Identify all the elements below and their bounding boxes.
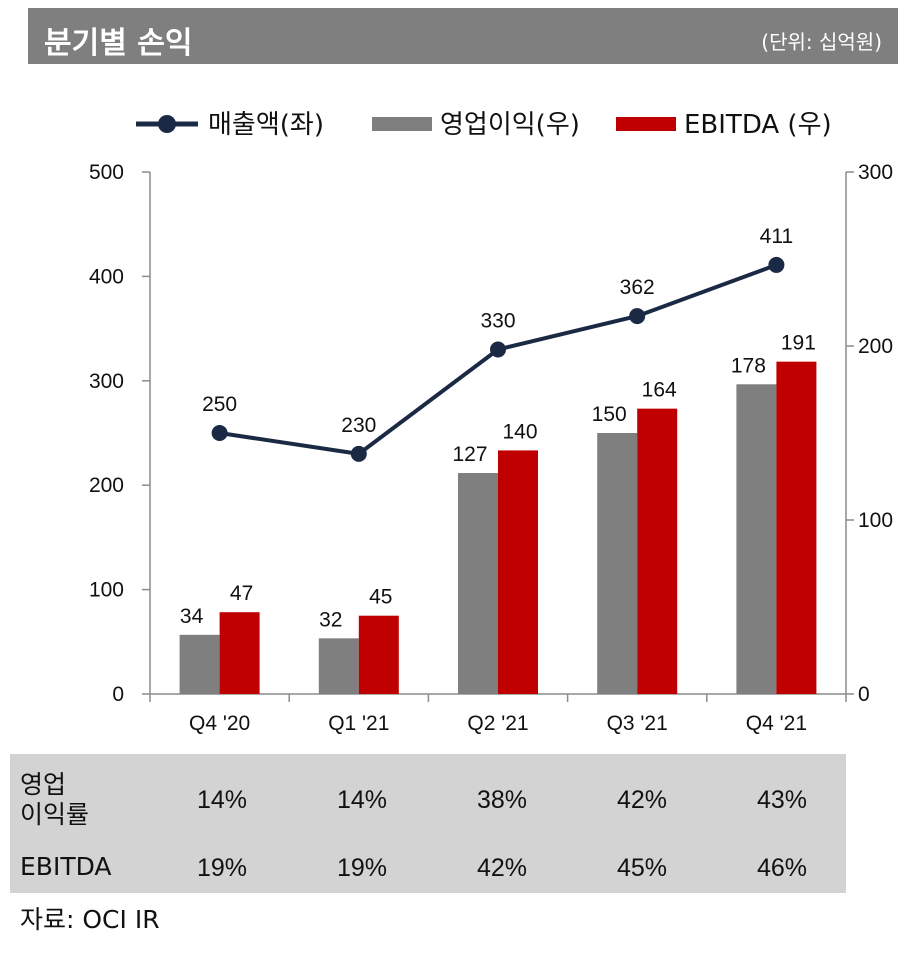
operating-margin-value: 14% (336, 786, 388, 814)
ebitda-bar (498, 450, 538, 694)
legend-swatch-marker (158, 115, 176, 133)
ebitda-margin-label: EBITDA (20, 852, 112, 881)
operating-margin-value: 38% (476, 786, 528, 814)
operating-margin-value: 43% (756, 786, 808, 814)
ebitda-data-label: 191 (781, 332, 816, 355)
ebitda-bar (776, 361, 817, 694)
ebitda-data-label: 45 (369, 586, 392, 609)
right-axis-tick-label: 0 (858, 683, 870, 706)
revenue-data-label: 230 (341, 414, 376, 437)
operating-margin-value: 14% (196, 786, 248, 814)
op-income-bar (458, 473, 498, 694)
ebitda-margin-value: 45% (616, 854, 668, 882)
ebitda-margin-value: 19% (336, 854, 388, 882)
op-income-bar (179, 634, 220, 694)
right-axis-tick-label: 300 (858, 161, 893, 184)
revenue-point (350, 445, 367, 462)
legend-label: EBITDA (우) (684, 110, 832, 140)
legend-label: 영업이익(우) (440, 110, 580, 140)
ebitda-data-label: 140 (502, 420, 537, 443)
operating-margin-row: 영업 이익률 14% 14% 38% 42% 43% (10, 764, 846, 834)
source-note: 자료: OCI IR (20, 905, 160, 934)
operating-margin-value: 42% (616, 786, 668, 814)
ebitda-bar (219, 612, 260, 694)
revenue-point (211, 425, 228, 441)
op-income-data-label: 32 (319, 608, 342, 631)
operating-margin-label-line2: 이익률 (20, 800, 90, 829)
x-axis-tick-label: Q4 '21 (746, 712, 807, 735)
ebitda-bar (358, 615, 399, 694)
revenue-point (629, 308, 646, 325)
revenue-data-label: 362 (620, 276, 655, 299)
unit-label: (단위: 십억원) (761, 30, 882, 54)
ebitda-margin-value: 19% (196, 854, 248, 882)
revenue-data-label: 330 (480, 309, 515, 332)
left-axis-tick-label: 100 (89, 579, 124, 602)
op-income-bar (318, 638, 359, 694)
revenue-line (219, 263, 778, 456)
ratio-table: 영업 이익률 14% 14% 38% 42% 43% EBITDA 19% 19… (10, 754, 846, 893)
x-axis-tick-label: Q1 '21 (328, 712, 389, 735)
x-axis-tick-label: Q4 '20 (189, 712, 250, 735)
ebitda-bar (637, 408, 678, 694)
revenue-point (768, 256, 785, 273)
ebitda-margin-value: 42% (476, 854, 528, 882)
right-axis-tick-label: 200 (858, 335, 893, 358)
ebitda-margin-value: 46% (756, 854, 808, 882)
op-income-data-label: 34 (180, 605, 204, 628)
ebitda-data-label: 47 (230, 582, 253, 605)
chart: 매출액(좌) 영업이익(우) EBITDA (우) 0 100 200 300 400 500 0… (89, 110, 893, 735)
revenue-point (490, 341, 506, 358)
ebitda-data-label: 164 (642, 379, 677, 402)
left-axis-tick-label: 0 (112, 683, 124, 706)
legend-label: 매출액(좌) (208, 110, 324, 140)
left-axis-tick-label: 400 (89, 265, 124, 288)
op-income-data-label: 150 (592, 403, 627, 426)
operating-margin-label: 영업 이익률 (20, 770, 89, 830)
chart-title: 분기별 손익 (44, 26, 193, 61)
x-axis-tick-label: Q2 '21 (467, 712, 528, 735)
revenue-data-label: 411 (760, 225, 793, 248)
left-axis-tick-label: 500 (89, 161, 124, 184)
right-axis-tick-label: 100 (858, 509, 893, 532)
legend-swatch-bar (372, 117, 432, 131)
op-income-bar (597, 433, 638, 694)
operating-margin-label-line1: 영업 (20, 770, 67, 799)
op-income-data-label: 127 (452, 443, 487, 466)
x-axis-tick-label: Q3 '21 (607, 712, 668, 735)
title-bar: 분기별 손익 (단위: 십억원) (28, 8, 898, 64)
left-axis-tick-label: 200 (89, 474, 124, 497)
revenue-data-label: 250 (202, 393, 237, 416)
legend-swatch-bar (616, 117, 676, 131)
op-income-bar (736, 384, 777, 694)
ebitda-margin-row: EBITDA 19% 19% 42% 45% 46% (10, 850, 846, 886)
left-axis-tick-label: 300 (89, 370, 124, 393)
op-income-data-label: 178 (731, 354, 766, 377)
